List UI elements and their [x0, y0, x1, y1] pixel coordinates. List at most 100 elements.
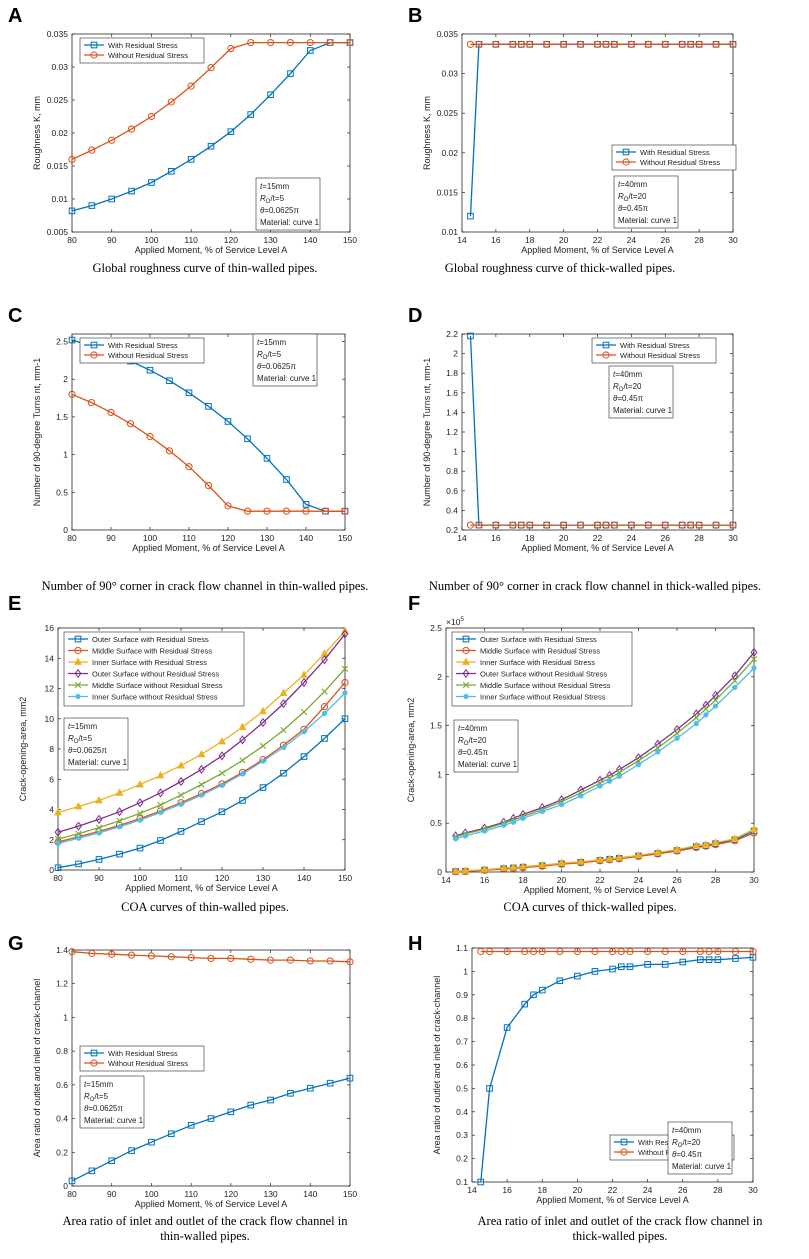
data-point [243, 507, 252, 515]
y-tick-label: 0.03 [441, 69, 458, 79]
data-point [678, 521, 686, 529]
data-point [673, 730, 681, 737]
data-point [137, 817, 143, 823]
x-tick-label: 28 [694, 235, 704, 245]
y-axis-label: Area ratio of outlet and inlet of crack-… [432, 976, 442, 1155]
y-tick-label: 14 [45, 653, 55, 663]
x-tick-label: 16 [491, 235, 501, 245]
chart-panel-e: E 80 90 100 110 120 130 140 150 0 2 4 6 8 10 12 14 16 Appl… [8, 593, 352, 914]
data-point [644, 947, 652, 956]
data-point [750, 647, 758, 658]
data-point [485, 947, 494, 956]
data-point [653, 848, 662, 856]
data-point [616, 773, 622, 780]
legend-label: Inner Surface with Residual Stress [92, 658, 207, 667]
data-point [185, 463, 193, 471]
data-point [560, 521, 568, 529]
legend-marker [622, 158, 630, 166]
data-point [266, 956, 275, 964]
y-tick-label: 1.1 [456, 943, 468, 953]
y-tick-label: 0.015 [47, 161, 69, 171]
legend-marker [462, 668, 470, 679]
y-tick-label: 0 [437, 867, 442, 877]
data-point [346, 1074, 354, 1082]
data-point [492, 40, 500, 48]
x-tick-label: 150 [338, 873, 352, 883]
data-point [503, 947, 511, 956]
data-point [320, 703, 329, 711]
data-point [227, 128, 235, 135]
legend-label: Middle Surface without Residual Stress [92, 681, 223, 690]
x-tick-label: 28 [694, 533, 704, 543]
data-point [87, 399, 96, 407]
x-tick-label: 130 [263, 235, 277, 245]
data-point [198, 781, 205, 788]
y-tick-label: 2 [49, 835, 54, 845]
data-point [136, 844, 144, 852]
y-tick-label: 1 [63, 1012, 68, 1022]
caption: Area ratio of inlet and outlet of the cr… [478, 1214, 764, 1228]
parameter-box-frame [613, 175, 679, 229]
data-point [267, 1096, 274, 1104]
data-point [509, 863, 518, 871]
legend-marker [462, 635, 470, 643]
data-point [238, 722, 247, 730]
data-point [557, 858, 566, 867]
legend-label: Inner Surface without Residual Stress [92, 693, 218, 702]
series-4 [54, 629, 349, 837]
data-point [538, 860, 547, 869]
x-tick-label: 100 [144, 1189, 158, 1199]
data-point [530, 991, 537, 999]
data-point [95, 856, 103, 863]
y-tick-label: 0.02 [51, 128, 68, 138]
series-3 [54, 626, 349, 816]
series-line [57, 718, 346, 869]
data-point [509, 40, 517, 48]
x-tick-label: 14 [457, 533, 467, 543]
parameter-box-frame [453, 719, 519, 773]
parameter-line: θ=0.45π [618, 204, 649, 213]
data-point [156, 771, 165, 779]
data-point [260, 758, 266, 764]
data-point [617, 947, 625, 956]
data-point [732, 684, 738, 691]
legend-marker [462, 657, 470, 665]
data-point [177, 828, 185, 835]
x-tick-label: 22 [593, 533, 603, 543]
parameter-line: RO/t=5 [260, 194, 285, 205]
y-tick-label: 0.035 [437, 29, 459, 39]
legend-box [63, 631, 245, 707]
data-point [197, 749, 206, 758]
parameter-line: θ=0.0625π [84, 1104, 123, 1113]
x-tick-label: 90 [107, 235, 117, 245]
data-point [280, 769, 287, 777]
data-point [543, 521, 551, 529]
series-2 [68, 948, 354, 966]
data-point [177, 761, 185, 769]
data-point [88, 146, 96, 154]
parameter-line: Material: curve 1 [618, 216, 678, 225]
y-tick-label: 0.03 [51, 62, 68, 72]
data-point [239, 797, 246, 804]
y-tick-label: 2.2 [446, 329, 458, 339]
data-point [750, 656, 758, 663]
parameter-box: t=40mm RO/t=20θ=0.45π Material: curve 1 [667, 1121, 733, 1175]
caption: COA curves of thick-walled pipes. [503, 900, 676, 914]
y-tick-label: 2 [453, 349, 458, 359]
y-tick-label: 0.1 [456, 1177, 468, 1187]
x-tick-label: 150 [343, 1189, 357, 1199]
y-tick-label: 0.2 [446, 525, 458, 535]
data-point [157, 788, 164, 798]
data-point [204, 481, 213, 490]
data-point [626, 963, 634, 971]
data-point [300, 677, 308, 688]
y-tick-label: 0 [63, 1181, 68, 1191]
parameter-line: t=15mm [257, 338, 286, 347]
parameter-box-frame [63, 717, 129, 771]
y-tick-label: 0.025 [437, 108, 459, 118]
data-point [610, 40, 619, 48]
data-point [509, 521, 517, 529]
data-point [593, 521, 602, 529]
data-point [75, 860, 82, 868]
